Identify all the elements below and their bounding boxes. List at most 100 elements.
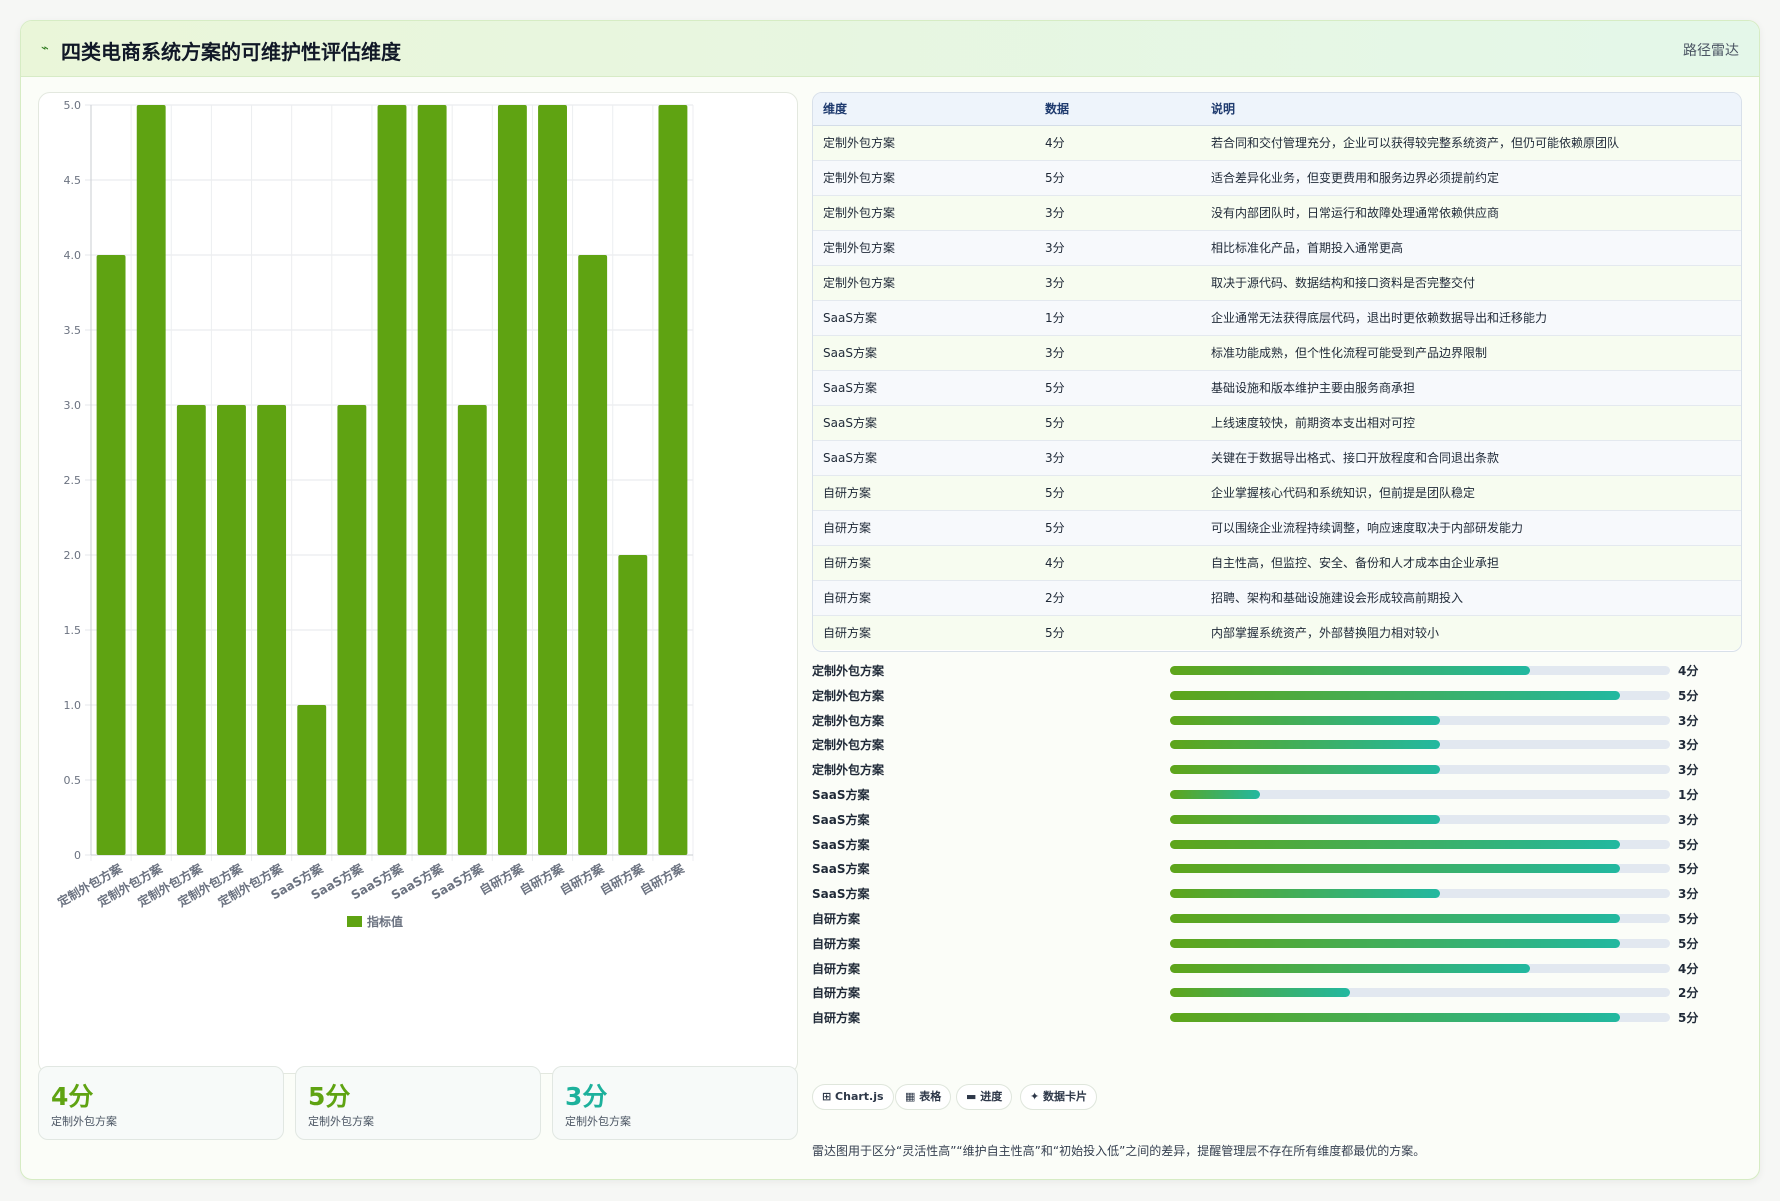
progress-row: 自研方案 4分 <box>812 956 1742 980</box>
progress-row: 定制外包方案 4分 <box>812 658 1742 682</box>
cell-description: 相比标准化产品，首期投入通常更高 <box>1201 230 1741 266</box>
cell-dimension: 自研方案 <box>813 510 1035 546</box>
progress-track <box>1170 839 1670 849</box>
progress-row: 定制外包方案 3分 <box>812 757 1742 781</box>
cell-description: 企业掌握核心代码和系统知识，但前提是团队稳定 <box>1201 475 1741 511</box>
x-tick-label: 自研方案 <box>477 860 527 897</box>
bar[interactable] <box>497 105 527 855</box>
y-tick-label: 5.0 <box>64 99 82 112</box>
progress-label: SaaS方案 <box>812 862 870 877</box>
cell-description: 适合差异化业务，但变更费用和服务边界必须提前约定 <box>1201 160 1741 196</box>
progress-row: 自研方案 5分 <box>812 931 1742 955</box>
bar[interactable] <box>658 105 688 855</box>
progress-track <box>1170 740 1670 750</box>
table-row: 定制外包方案 4分 若合同和交付管理充分，企业可以获得较完整系统资产，但仍可能依赖原… <box>813 125 1741 161</box>
cell-description: 内部掌握系统资产，外部替换阻力相对较小 <box>1201 615 1741 650</box>
table-row: 定制外包方案 5分 适合差异化业务，但变更费用和服务边界必须提前约定 <box>813 160 1741 196</box>
chip-progress[interactable]: ▬ 进度 <box>956 1084 1013 1110</box>
progress-track <box>1170 1013 1670 1023</box>
progress-value: 5分 <box>1678 688 1699 703</box>
cell-dimension: SaaS方案 <box>813 300 1035 336</box>
stat-value: 5分 <box>308 1082 351 1111</box>
column-header: 说明 <box>1201 93 1741 126</box>
progress-row: 定制外包方案 3分 <box>812 708 1742 732</box>
progress-label: 定制外包方案 <box>812 688 885 703</box>
cell-value: 5分 <box>1035 510 1201 546</box>
progress-fill <box>1170 814 1440 824</box>
column-header: 维度 <box>813 93 1035 126</box>
progress-fill <box>1170 963 1530 973</box>
chip-chartjs[interactable]: ⊞ Chart.js <box>812 1084 894 1110</box>
chip-label: ▦ 表格 <box>905 1090 942 1103</box>
progress-label: SaaS方案 <box>812 788 870 802</box>
progress-label: SaaS方案 <box>812 837 870 852</box>
bar[interactable] <box>217 405 246 855</box>
progress-track <box>1170 938 1670 948</box>
bar[interactable] <box>176 405 206 855</box>
progress-label: 自研方案 <box>812 986 861 1001</box>
stat-label: 定制外包方案 <box>308 1115 374 1128</box>
progress-row: 自研方案 2分 <box>812 980 1742 1004</box>
cell-dimension: SaaS方案 <box>813 335 1035 371</box>
progress-fill <box>1170 988 1350 998</box>
bar[interactable] <box>337 405 367 855</box>
progress-row: SaaS方案 1分 <box>812 782 1742 806</box>
progress-track <box>1170 790 1670 799</box>
bar[interactable] <box>377 105 407 855</box>
progress-fill <box>1170 666 1530 675</box>
cell-value: 3分 <box>1035 265 1201 301</box>
table-row: 自研方案 4分 自主性高，但监控、安全、备份和人才成本由企业承担 <box>813 545 1741 581</box>
bar[interactable] <box>257 405 287 855</box>
bar[interactable] <box>538 105 567 855</box>
bar[interactable] <box>136 105 166 855</box>
bar-chart: 00.51.01.52.02.53.03.54.04.55.0定制外包方案定制外… <box>55 99 694 929</box>
cell-dimension: 自研方案 <box>813 545 1035 581</box>
progress-value: 3分 <box>1678 738 1699 753</box>
page-title: 四类电商系统方案的可维护性评估维度 <box>61 40 401 64</box>
cell-dimension: 自研方案 <box>813 475 1035 511</box>
chip-data-card[interactable]: ✦ 数据卡片 <box>1020 1084 1098 1110</box>
table-row: 定制外包方案 3分 相比标准化产品，首期投入通常更高 <box>813 230 1741 266</box>
chip-table[interactable]: ▦ 表格 <box>895 1084 952 1110</box>
progress-value: 4分 <box>1678 664 1699 678</box>
footnote: 雷达图用于区分“灵活性高”“维护自主性高”和“初始投入低”之间的差异，提醒管理层… <box>812 1144 1426 1158</box>
progress-value: 5分 <box>1678 936 1699 951</box>
stat-card: 3分 定制外包方案 <box>552 1066 798 1140</box>
progress-row: SaaS方案 3分 <box>812 807 1742 831</box>
table-row: SaaS方案 3分 关键在于数据导出格式、接口开放程度和合同退出条款 <box>813 440 1741 476</box>
table-row: 自研方案 2分 招聘、架构和基础设施建设会形成较高前期投入 <box>813 580 1741 616</box>
cell-dimension: SaaS方案 <box>813 370 1035 406</box>
progress-track <box>1170 715 1670 725</box>
cell-value: 5分 <box>1035 475 1201 511</box>
cell-value: 4分 <box>1035 545 1201 581</box>
progress-fill <box>1170 889 1440 899</box>
progress-label: 自研方案 <box>812 1011 861 1026</box>
bar[interactable] <box>618 555 648 855</box>
stat-value: 3分 <box>565 1082 608 1111</box>
progress-value: 3分 <box>1678 812 1699 827</box>
y-tick-label: 4.0 <box>64 249 82 262</box>
bar[interactable] <box>96 255 126 855</box>
cell-value: 5分 <box>1035 615 1201 650</box>
table-row: 定制外包方案 3分 取决于源代码、数据结构和接口资料是否完整交付 <box>813 265 1741 301</box>
y-tick-label: 4.5 <box>64 174 82 187</box>
bar[interactable] <box>457 405 487 855</box>
progress-row: 自研方案 5分 <box>812 906 1742 930</box>
bar[interactable] <box>297 705 327 855</box>
column-header: 数据 <box>1035 93 1201 126</box>
cell-dimension: 定制外包方案 <box>813 265 1035 301</box>
progress-fill <box>1170 690 1620 700</box>
progress-fill <box>1170 1013 1620 1023</box>
table-row: SaaS方案 5分 基础设施和版本维护主要由服务商承担 <box>813 370 1741 406</box>
progress-track <box>1170 666 1670 675</box>
progress-value: 5分 <box>1678 862 1699 877</box>
bar[interactable] <box>417 105 447 855</box>
progress-track <box>1170 690 1670 700</box>
table-row: 自研方案 5分 企业掌握核心代码和系统知识，但前提是团队稳定 <box>813 475 1741 511</box>
chip-label: ▬ 进度 <box>966 1090 1003 1103</box>
bar[interactable] <box>578 255 608 855</box>
cell-description: 可以围绕企业流程持续调整，响应速度取决于内部研发能力 <box>1201 510 1741 546</box>
y-tick-label: 2.0 <box>64 549 82 562</box>
cell-description: 若合同和交付管理充分，企业可以获得较完整系统资产，但仍可能依赖原团队 <box>1201 125 1741 161</box>
stat-card: 5分 定制外包方案 <box>295 1066 541 1140</box>
